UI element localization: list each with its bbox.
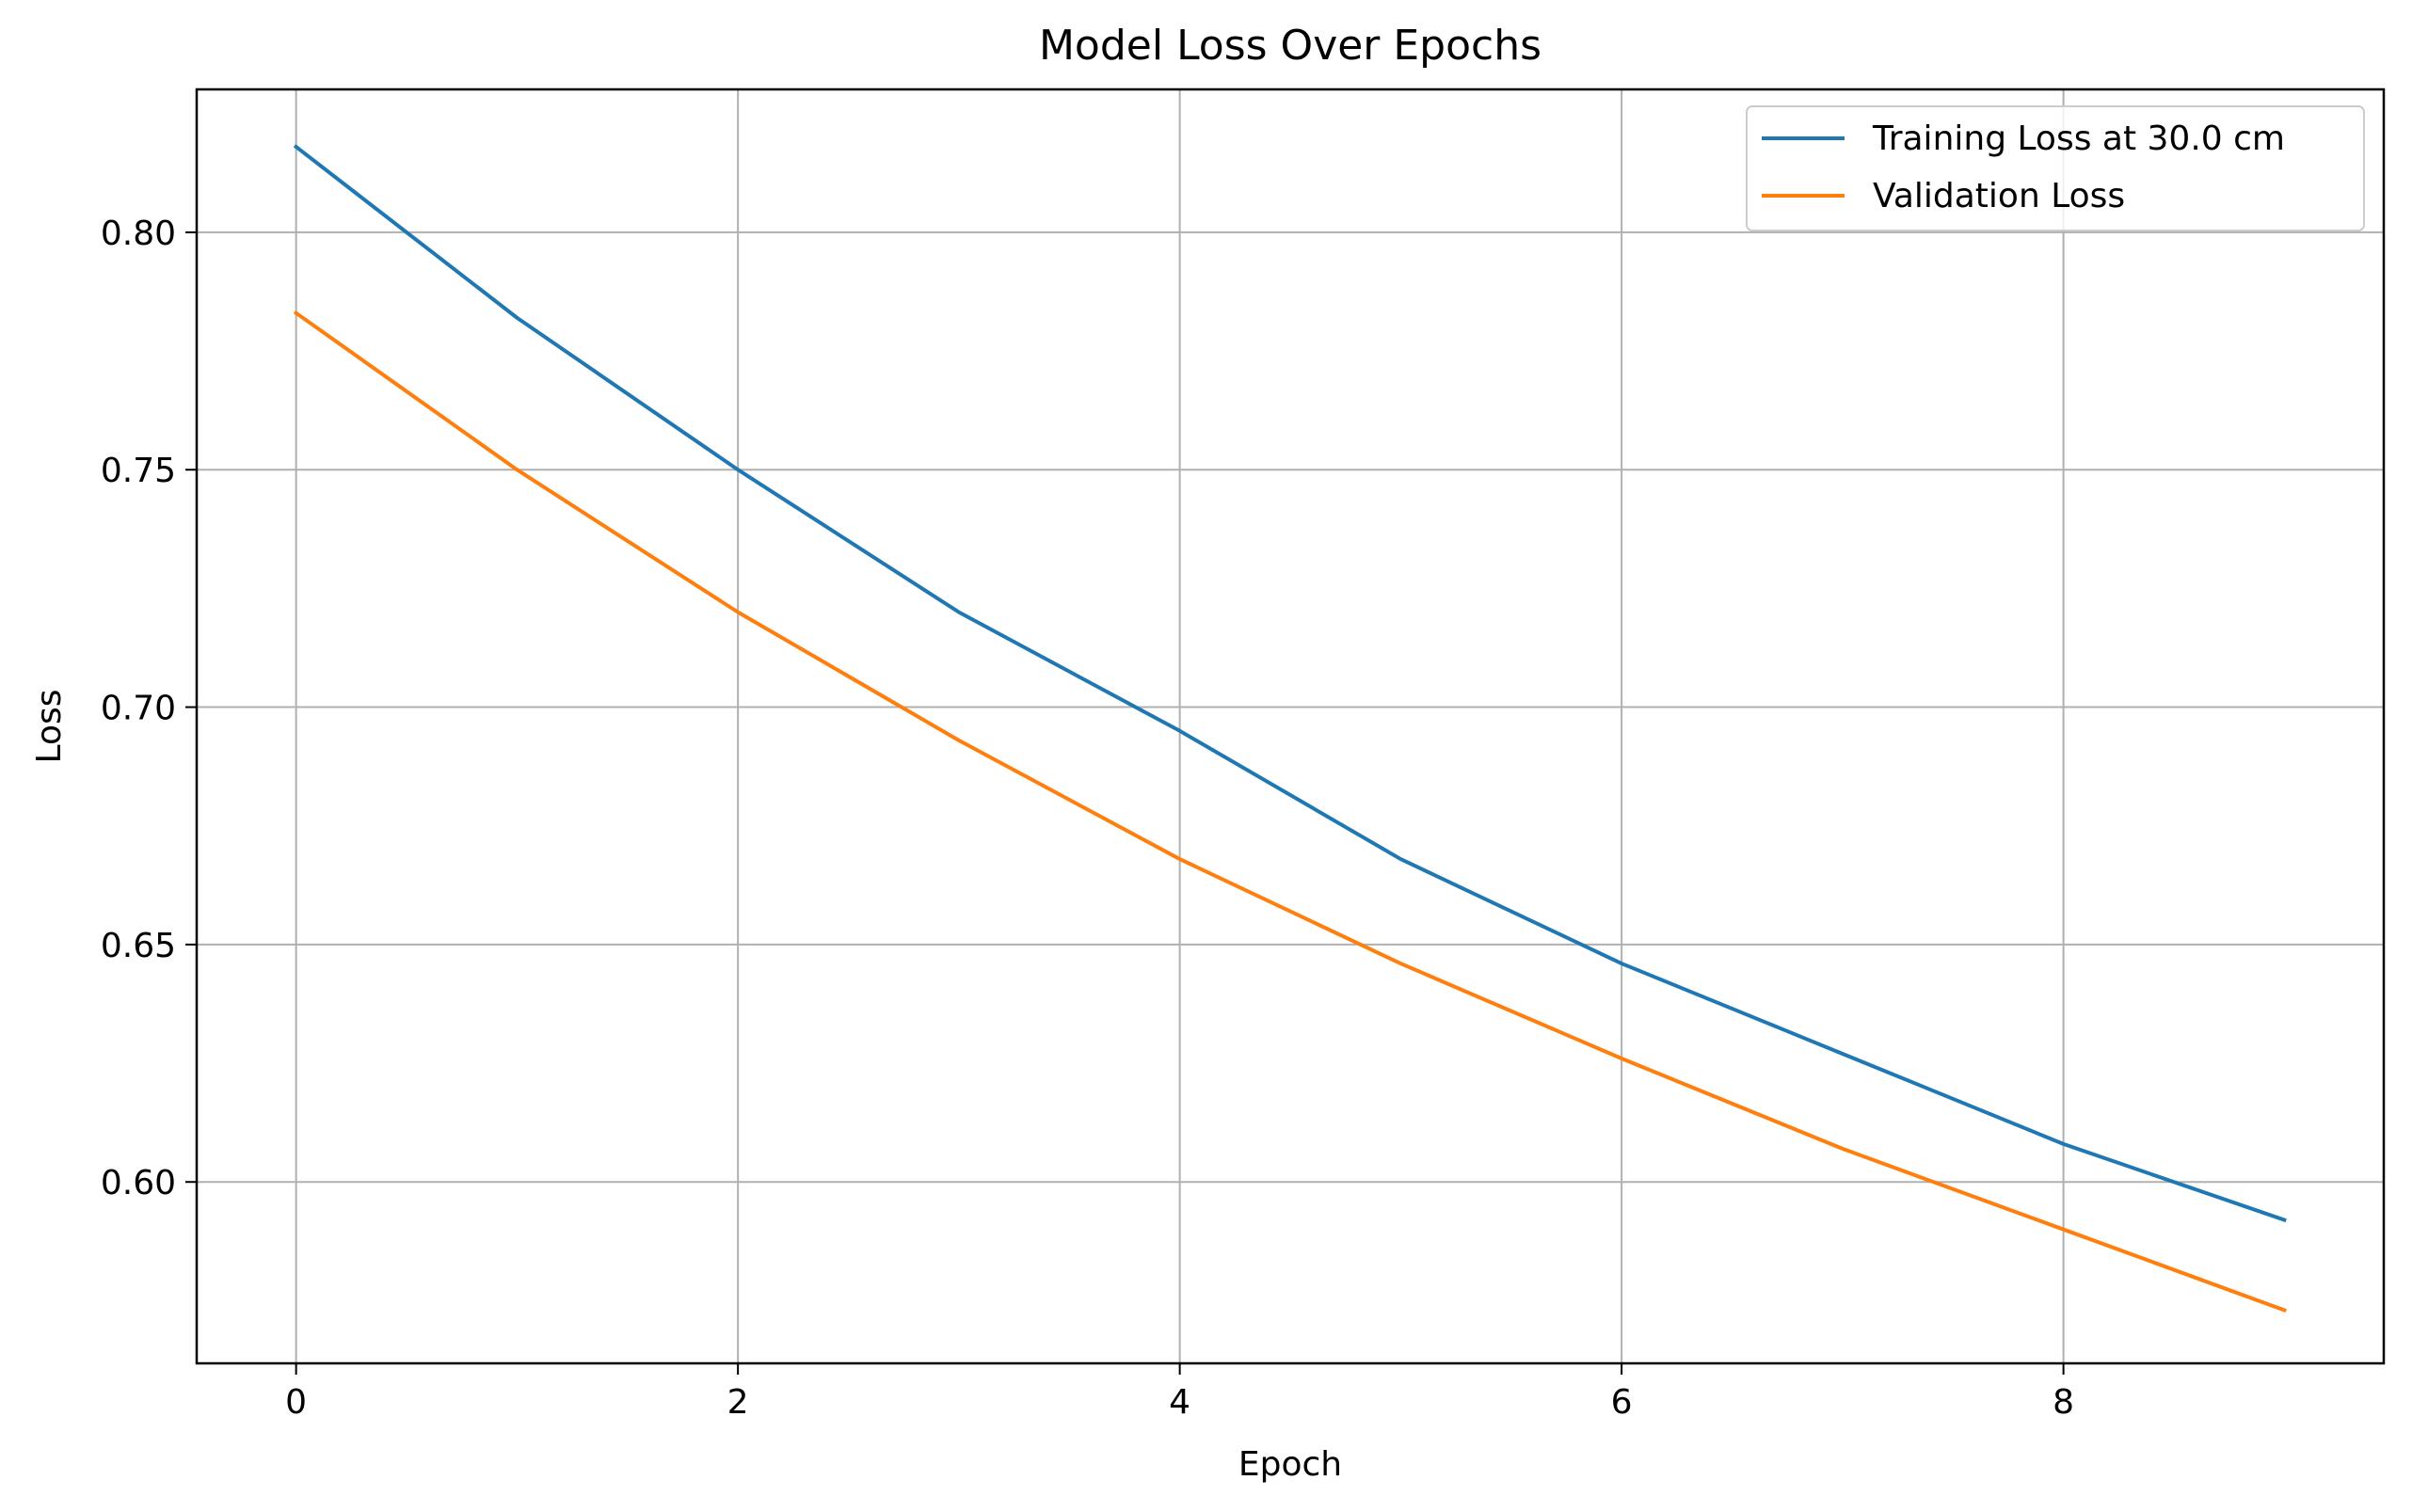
y-tick-label: 0.70 [101, 690, 176, 728]
y-tick-label: 0.75 [101, 452, 176, 490]
training-loss-line [293, 144, 2287, 1223]
x-tick-label: 8 [2053, 1383, 2074, 1422]
y-tick-label: 0.80 [101, 215, 176, 253]
plot-area-frame [195, 88, 2386, 1365]
x-tick-label: 0 [285, 1383, 307, 1422]
legend-label-training: Training Loss at 30.0 cm [1872, 119, 2285, 158]
validation-loss-line [293, 310, 2287, 1313]
data-series [293, 144, 2287, 1313]
axis-ticks: 0 2 4 6 8 0.60 0.65 0.70 0.75 0.80 [101, 215, 2074, 1422]
x-axis-label: Epoch [1238, 1445, 1342, 1484]
y-tick-label: 0.60 [101, 1164, 176, 1202]
legend-label-validation: Validation Loss [1873, 177, 2125, 215]
grid-lines [197, 89, 2384, 1363]
x-tick-label: 2 [727, 1383, 749, 1422]
legend-box [1746, 105, 2365, 231]
chart-title: Model Loss Over Epochs [1039, 22, 1541, 70]
y-tick-label: 0.65 [101, 927, 176, 965]
x-tick-label: 4 [1169, 1383, 1190, 1422]
legend: Training Loss at 30.0 cm Validation Loss [1746, 105, 2365, 231]
x-tick-label: 6 [1611, 1383, 1633, 1422]
y-axis-label: Loss [30, 690, 69, 764]
